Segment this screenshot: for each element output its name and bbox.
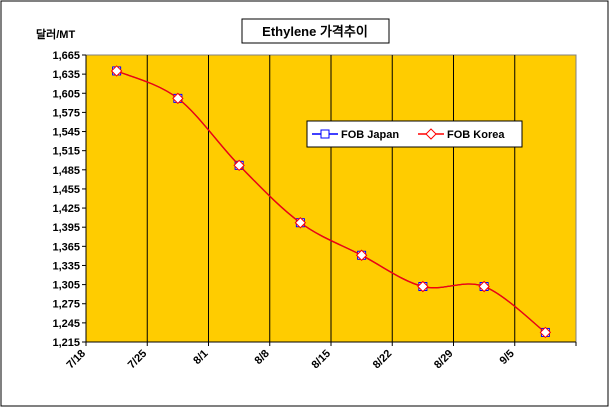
data-point: [172, 92, 184, 105]
data-point: [110, 65, 123, 77]
legend-marker: [320, 129, 330, 139]
y-tick-label: 1,275: [52, 299, 80, 311]
legend-item: FOB Korea: [418, 128, 505, 141]
chart-title-box: Ethylene 가격추이: [241, 18, 390, 44]
series-lines: [110, 65, 552, 339]
data-point: [478, 280, 490, 293]
legend-marker: [425, 128, 437, 140]
data-point: [233, 159, 245, 172]
legend: FOB Japan FOB Korea: [306, 120, 523, 148]
y-tick-label: 1,455: [52, 184, 80, 196]
legend-label: FOB Japan: [341, 129, 399, 141]
legend-box: [306, 120, 523, 148]
legend-item: FOB Japan: [312, 129, 399, 141]
y-tick-labels: 1,215 1,245 1,275 1,305 1,335 1,365 1,395 1,425…: [52, 50, 80, 349]
y-tick-label: 1,575: [52, 107, 80, 119]
chart-title: Ethylene 가격추이: [262, 24, 368, 39]
y-tick-label: 1,665: [52, 50, 80, 62]
grid-lines: [146, 55, 516, 342]
y-tick-label: 1,485: [52, 165, 80, 177]
y-tick-label: 1,545: [52, 127, 80, 139]
y-axis-label: 달러/MT: [36, 27, 75, 41]
y-tick-label: 1,335: [52, 260, 80, 272]
series-line: [116, 70, 546, 333]
y-tick-label: 1,425: [52, 203, 80, 215]
axes: [82, 54, 577, 346]
y-tick-label: 1,305: [52, 280, 80, 292]
legend-label: FOB Korea: [447, 129, 505, 141]
y-tick-label: 1,215: [52, 337, 80, 349]
series-fob-korea: [110, 65, 552, 339]
y-tick-label: 1,395: [52, 222, 80, 234]
y-tick-label: 1,245: [52, 318, 80, 330]
data-point: [417, 280, 429, 293]
data-point: [294, 217, 307, 229]
y-tick-label: 1,605: [52, 88, 80, 100]
data-point: [355, 249, 368, 261]
y-tick-label: 1,365: [52, 241, 80, 253]
data-point: [539, 326, 552, 339]
y-tick-label: 1,515: [52, 146, 80, 158]
y-tick-label: 1,635: [52, 69, 80, 81]
